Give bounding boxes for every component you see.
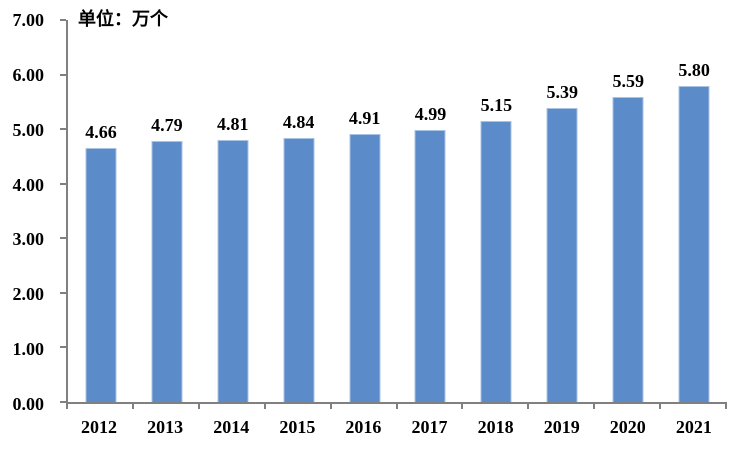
y-tick-label: 0.00 (12, 394, 45, 414)
x-axis-tick (131, 404, 134, 409)
x-axis-tick (527, 404, 530, 409)
bar (349, 134, 381, 402)
bar-slot: 4.91 (332, 20, 398, 402)
bar-value-label: 5.80 (678, 59, 710, 80)
bar-slot: 5.59 (595, 20, 661, 402)
bar (546, 107, 578, 402)
y-axis-tick (60, 128, 66, 131)
x-axis-tick (197, 404, 200, 409)
y-axis-tick (60, 237, 66, 240)
y-axis-tick (60, 291, 66, 294)
bar-slot: 4.81 (200, 20, 266, 402)
y-tick-label: 3.00 (12, 229, 45, 250)
y-axis-tick (60, 19, 66, 21)
x-category-label: 2021 (675, 417, 712, 437)
x-axis-tick (329, 404, 332, 409)
bar-value-label: 5.39 (546, 81, 579, 102)
y-axis-tick (60, 73, 66, 76)
y-axis-labels: 0.00 1.00 2.00 3.00 4.00 5.00 6.00 7.00 (0, 11, 56, 413)
bar-slot: 4.79 (134, 20, 200, 402)
bar-value-label: 5.59 (612, 70, 644, 91)
plot-area: 4.66 4.79 4.81 4.84 4.91 4.99 5.15 5.39 5.59 5.80 (60, 19, 727, 409)
bar (283, 137, 315, 402)
y-axis-tick (60, 401, 66, 403)
x-axis-tick (725, 404, 727, 409)
y-tick-label: 6.00 (12, 64, 45, 85)
bar-slot: 4.66 (68, 20, 134, 402)
unit-label: 单位：万个 (78, 9, 168, 29)
bar (612, 96, 644, 402)
bar-value-label: 4.99 (414, 103, 447, 124)
bars-container: 4.66 4.79 4.81 4.84 4.91 4.99 5.15 5.39 5.59 5.80 (68, 20, 727, 402)
bar-slot: 5.80 (661, 20, 727, 402)
x-category-label: 2019 (543, 417, 580, 437)
x-category-label: 2013 (147, 417, 184, 437)
bar (217, 139, 249, 402)
bar-slot: 5.15 (463, 20, 529, 402)
x-category-label: 2014 (213, 417, 250, 437)
x-axis-tick (263, 404, 266, 409)
x-axis-tick (66, 404, 68, 409)
x-axis-tick (461, 404, 464, 409)
x-category-label: 2020 (609, 417, 646, 437)
bar-value-label: 4.79 (151, 114, 183, 135)
bar (480, 120, 512, 402)
bar-value-label: 4.81 (217, 113, 249, 134)
bar (85, 147, 117, 402)
x-category-label: 2012 (81, 417, 118, 437)
y-tick-label: 1.00 (12, 339, 45, 360)
x-category-label: 2017 (411, 417, 448, 437)
y-tick-label: 7.00 (12, 10, 45, 30)
bar (414, 129, 446, 402)
x-category-label: 2015 (279, 417, 316, 437)
x-axis-labels: 2012 2013 2014 2015 2016 2017 2018 2019 2020 2021 (66, 412, 727, 442)
bar-slot: 4.84 (266, 20, 332, 402)
bar-slot: 5.39 (529, 20, 595, 402)
y-axis-tick (60, 346, 66, 349)
bar-value-label: 4.66 (85, 121, 117, 142)
y-tick-label: 2.00 (12, 284, 45, 305)
x-category-label: 2016 (345, 417, 382, 437)
y-tick-label: 4.00 (12, 174, 45, 195)
bar (151, 140, 183, 402)
x-axis-tick (395, 404, 398, 409)
bar-value-label: 5.15 (480, 94, 513, 115)
x-axis-tick (593, 404, 596, 409)
bar-value-label: 4.84 (282, 111, 315, 132)
y-axis-tick (60, 182, 66, 185)
bar-slot: 4.99 (398, 20, 464, 402)
bar (678, 85, 710, 402)
x-axis-tick (659, 404, 662, 409)
bar-value-label: 4.91 (348, 108, 381, 129)
y-tick-label: 5.00 (12, 119, 45, 140)
x-category-label: 2018 (477, 417, 514, 437)
